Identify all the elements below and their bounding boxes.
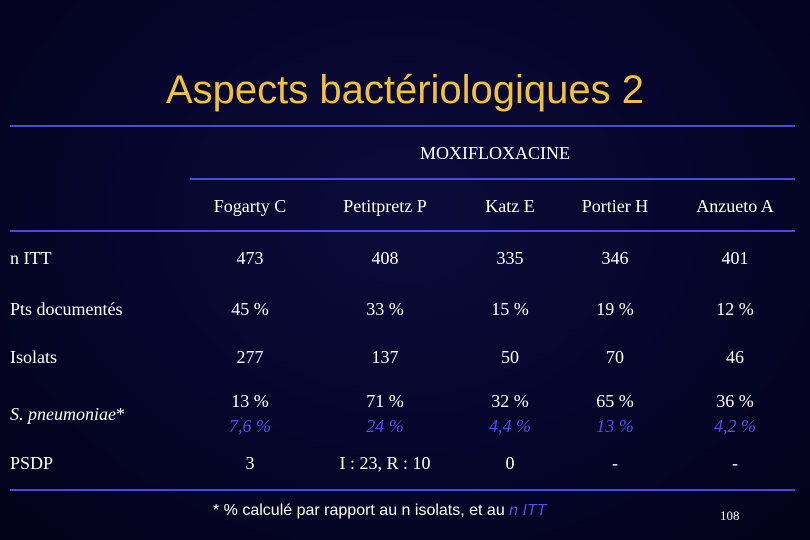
- table-cell: 473: [236, 247, 264, 268]
- table-cell: -: [612, 452, 618, 473]
- page-number: 108: [720, 508, 740, 523]
- table-cell: 45 %: [231, 298, 269, 319]
- table-cell: 13 % 7,6 %: [190, 385, 310, 443]
- column-header-rule: [10, 230, 795, 232]
- footnote-text: * % calculé par rapport au n isolats, et…: [213, 502, 510, 519]
- header-empty-cell: [10, 185, 190, 227]
- table-row: S. pneumoniae* 13 % 7,6 % 71 % 24 % 32 %…: [10, 385, 800, 443]
- table-cell: I : 23, R : 10: [339, 452, 431, 473]
- table-cell: 401: [721, 247, 749, 268]
- cell-subvalue: 13 %: [596, 416, 634, 436]
- page-title: Aspects bactériologiques 2: [165, 68, 645, 112]
- cell-value: 36 %: [716, 391, 754, 411]
- table-cell: 19 %: [596, 298, 634, 319]
- row-label: Pts documentés: [10, 298, 123, 319]
- table-cell: 65 % 13 %: [560, 385, 670, 443]
- table-cell: -: [732, 452, 738, 473]
- table-cell: 408: [371, 247, 399, 268]
- column-header: Petitpretz P: [343, 195, 427, 216]
- table-cell: 277: [236, 346, 264, 367]
- table-row: n ITT 473 408 335 346 401: [10, 227, 800, 289]
- table-cell: 33 %: [366, 298, 404, 319]
- cell-value: 32 %: [491, 391, 529, 411]
- table-cell: 15 %: [491, 298, 529, 319]
- cell-value: 65 %: [596, 391, 634, 411]
- cell-subvalue: 7,6 %: [229, 416, 271, 436]
- table-row: Isolats 277 137 50 70 46: [10, 329, 800, 385]
- cell-value: 13 %: [231, 391, 269, 411]
- table-cell: 137: [371, 346, 399, 367]
- row-label: Isolats: [10, 346, 57, 367]
- cell-subvalue: 4,4 %: [489, 416, 531, 436]
- table-cell: 335: [496, 247, 524, 268]
- cell-subvalue: 24 %: [366, 416, 404, 436]
- group-header: MOXIFLOXACINE: [420, 143, 570, 163]
- table-cell: 46: [726, 346, 744, 367]
- table-row: PSDP 3 I : 23, R : 10 0 - -: [10, 443, 800, 483]
- table-cell: 36 % 4,2 %: [670, 385, 800, 443]
- column-header: Fogarty C: [213, 195, 287, 216]
- footnote: * % calculé par rapport au n isolats, et…: [213, 502, 547, 520]
- table-row: Pts documentés 45 % 33 % 15 % 19 % 12 %: [10, 289, 800, 329]
- table-cell: 0: [505, 452, 515, 473]
- column-header: Portier H: [581, 195, 649, 216]
- row-label: n ITT: [10, 247, 52, 268]
- cell-value: 71 %: [366, 391, 404, 411]
- row-label-suffix: *: [115, 403, 125, 424]
- table-cell: 346: [601, 247, 629, 268]
- table-cell: 32 % 4,4 %: [460, 385, 560, 443]
- row-label-cell: S. pneumoniae*: [10, 385, 190, 443]
- table-bottom-rule: [10, 489, 795, 491]
- table-cell: 50: [501, 346, 519, 367]
- row-label: PSDP: [10, 452, 54, 473]
- group-header-rule: [190, 178, 795, 180]
- table-cell: 70: [606, 346, 624, 367]
- column-header: Anzueto A: [696, 195, 774, 216]
- table-cell: 71 % 24 %: [310, 385, 460, 443]
- title-rule: [10, 125, 795, 127]
- footnote-highlight: n ITT: [509, 502, 547, 519]
- table-header-row: Fogarty C Petitpretz P Katz E Portier H …: [10, 185, 800, 227]
- cell-subvalue: 4,2 %: [714, 416, 756, 436]
- table-cell: 12 %: [716, 298, 754, 319]
- table-cell: 3: [245, 452, 255, 473]
- row-label: S. pneumoniae: [10, 403, 116, 424]
- column-header: Katz E: [485, 195, 535, 216]
- data-table: Fogarty C Petitpretz P Katz E Portier H …: [10, 185, 800, 483]
